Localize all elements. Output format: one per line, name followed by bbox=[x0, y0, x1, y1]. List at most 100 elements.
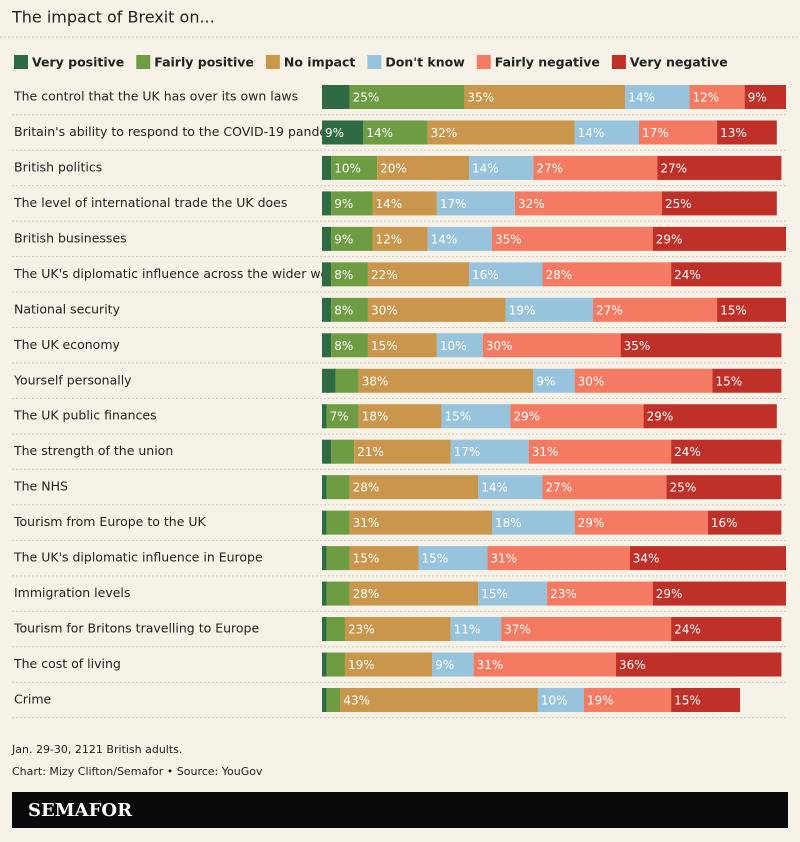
value-label: 29% bbox=[656, 232, 683, 246]
value-label: 16% bbox=[711, 516, 738, 530]
value-label: 10% bbox=[440, 339, 467, 353]
bar-segment bbox=[322, 439, 332, 464]
bar-segment bbox=[322, 510, 327, 535]
category-label: The NHS bbox=[13, 479, 68, 494]
value-label: 28% bbox=[353, 481, 380, 495]
bar-segment bbox=[661, 191, 777, 216]
value-label: 19% bbox=[509, 303, 536, 317]
value-label: 24% bbox=[674, 623, 701, 637]
value-label: 10% bbox=[541, 693, 568, 707]
bar-segment bbox=[671, 687, 741, 712]
value-label: 19% bbox=[348, 658, 375, 672]
bar-segment bbox=[574, 120, 639, 145]
bar-segment bbox=[652, 226, 786, 251]
bar-segment bbox=[487, 546, 630, 571]
bar-segment bbox=[367, 333, 437, 358]
bar-segment bbox=[372, 226, 428, 251]
value-label: 14% bbox=[578, 126, 605, 140]
value-label: 17% bbox=[440, 197, 467, 211]
bar-segment bbox=[349, 85, 465, 109]
value-label: 9% bbox=[334, 197, 353, 211]
bar-segment bbox=[574, 510, 708, 535]
category-label: The level of international trade the UK … bbox=[13, 195, 287, 210]
bar-segment bbox=[583, 687, 672, 712]
value-label: 29% bbox=[513, 410, 540, 424]
bar-segment bbox=[326, 475, 350, 500]
bar-segment bbox=[326, 546, 350, 571]
bar-segment bbox=[717, 297, 786, 322]
bar-segment bbox=[322, 191, 332, 216]
value-label: 9% bbox=[536, 374, 555, 388]
bar-segment bbox=[322, 297, 332, 322]
value-label: 32% bbox=[431, 126, 458, 140]
value-label: 12% bbox=[376, 232, 403, 246]
bar-segment bbox=[335, 368, 359, 393]
bar-segment bbox=[657, 155, 782, 180]
value-label: 28% bbox=[353, 587, 380, 601]
value-label: 18% bbox=[495, 516, 522, 530]
value-label: 29% bbox=[656, 587, 683, 601]
legend-label: Fairly positive bbox=[154, 55, 254, 70]
value-label: 14% bbox=[431, 232, 458, 246]
bar-segment bbox=[377, 155, 470, 180]
chart-title: The impact of Brexit on... bbox=[11, 8, 215, 27]
category-label: Immigration levels bbox=[14, 585, 130, 600]
value-label: 11% bbox=[454, 623, 481, 637]
bar-segment bbox=[326, 687, 341, 712]
bar-segment bbox=[441, 404, 511, 429]
value-label: 27% bbox=[596, 303, 623, 317]
brand-banner bbox=[12, 792, 788, 828]
category-label: British politics bbox=[14, 159, 102, 174]
bar-segment bbox=[514, 191, 662, 216]
bar-segment bbox=[652, 581, 786, 606]
value-label: 31% bbox=[490, 552, 517, 566]
category-label: The strength of the union bbox=[13, 443, 173, 458]
value-label: 38% bbox=[362, 374, 389, 388]
bar-segment bbox=[326, 617, 345, 642]
bar-segment bbox=[464, 85, 626, 109]
value-label: 34% bbox=[633, 552, 660, 566]
bar-segment bbox=[367, 297, 506, 322]
bar-segment bbox=[689, 85, 745, 109]
value-label: 25% bbox=[353, 91, 380, 105]
value-label: 28% bbox=[546, 268, 573, 282]
bar-segment bbox=[326, 581, 350, 606]
bar-segment bbox=[363, 120, 428, 145]
value-label: 8% bbox=[334, 268, 353, 282]
value-label: 37% bbox=[504, 623, 531, 637]
bar-segment bbox=[510, 404, 644, 429]
value-label: 27% bbox=[660, 161, 687, 175]
legend-swatch bbox=[611, 55, 626, 69]
value-label: 29% bbox=[647, 410, 674, 424]
value-label: 30% bbox=[578, 374, 605, 388]
bar-segment bbox=[574, 368, 713, 393]
bar-segment bbox=[436, 191, 515, 216]
bar-segment bbox=[629, 546, 786, 571]
bar-segment bbox=[322, 687, 327, 712]
bar-segment bbox=[491, 510, 575, 535]
legend-swatch bbox=[367, 55, 382, 69]
value-label: 14% bbox=[376, 197, 403, 211]
bar-segment bbox=[322, 226, 332, 251]
bar-segment bbox=[533, 368, 575, 393]
value-label: 32% bbox=[518, 197, 545, 211]
value-label: 31% bbox=[477, 658, 504, 672]
bar-segment bbox=[358, 368, 534, 393]
value-label: 9% bbox=[325, 126, 344, 140]
value-label: 30% bbox=[371, 303, 398, 317]
category-label: Tourism from Europe to the UK bbox=[13, 514, 207, 529]
value-label: 14% bbox=[472, 161, 499, 175]
value-label: 31% bbox=[532, 445, 559, 459]
legend-label: Don't know bbox=[385, 55, 465, 70]
bar-segment bbox=[322, 85, 350, 109]
bar-segment bbox=[326, 652, 345, 677]
bar-segment bbox=[547, 581, 653, 606]
bar-segment bbox=[473, 652, 617, 677]
bar-segment bbox=[717, 120, 777, 145]
bar-segment bbox=[322, 546, 327, 571]
value-label: 14% bbox=[481, 481, 508, 495]
bar-segment bbox=[367, 262, 470, 287]
value-label: 35% bbox=[467, 91, 494, 105]
bar-segment bbox=[432, 652, 474, 677]
